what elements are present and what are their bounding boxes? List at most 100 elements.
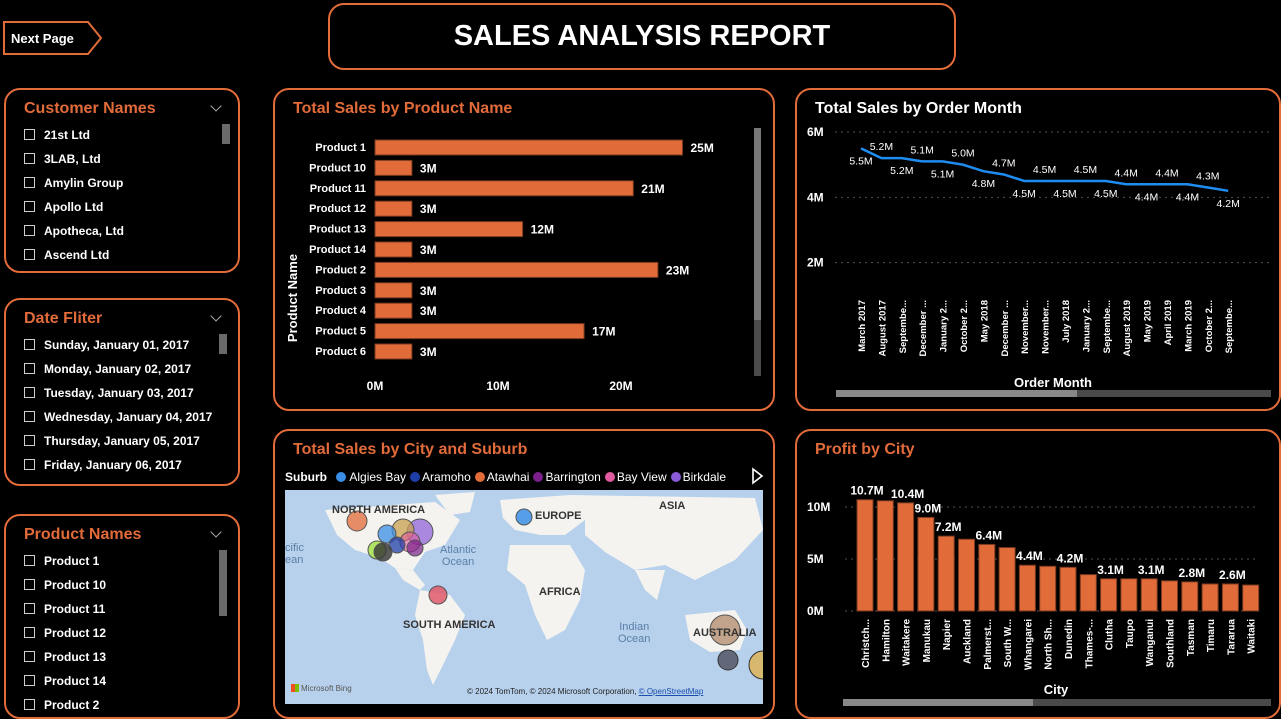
slicer-item-label: Thursday, January 05, 2017 [44,434,200,448]
data-label: 5.2M [870,141,893,153]
bar [958,538,975,612]
date-filter-slicer: Date Fliter Sunday, January 01, 2017 Mond… [4,298,240,486]
data-label: 4.3M [1196,171,1219,183]
checkbox[interactable] [24,435,35,446]
label-atlantic: Atlantic Ocean [440,544,477,568]
checkbox[interactable] [24,201,35,212]
checkbox[interactable] [24,555,35,566]
slicer-item[interactable]: Thursday, January 05, 2017 [24,434,200,448]
checkbox[interactable] [24,129,35,140]
x-tick-label: January 2... [1081,300,1092,352]
checkbox[interactable] [24,363,35,374]
x-tick-label: Dunedin [1064,619,1075,659]
report-title: SALES ANALYSIS REPORT [453,20,831,52]
data-label: 3.1M [1097,563,1124,577]
x-axis-label: City [1044,682,1069,697]
slicer-scrollbar[interactable] [222,124,230,144]
data-label: 3.1M [1138,563,1165,577]
slicer-scrollbar[interactable] [219,550,227,616]
data-label: 4.4M [1016,549,1043,563]
data-label: 4.4M [1135,191,1158,203]
checkbox[interactable] [24,627,35,638]
checkbox[interactable] [24,603,35,614]
checkbox[interactable] [24,411,35,422]
slicer-item[interactable]: Ascend Ltd [24,248,109,262]
bar [978,543,996,612]
slicer-item[interactable]: Product 12 [24,626,106,640]
chevron-down-icon[interactable] [210,310,222,322]
bar [998,547,1016,612]
checkbox[interactable] [24,339,35,350]
slicer-item-label: 3LAB, Ltd [44,152,101,166]
slicer-item[interactable]: Amylin Group [24,176,123,190]
bar [374,323,585,340]
slicer-scrollbar[interactable] [219,334,227,354]
x-tick-label: August 2017 [877,300,888,357]
legend-dot [410,472,421,482]
slicer-item[interactable]: Product 13 [24,650,106,664]
slicer-item[interactable]: Product 10 [24,578,106,592]
slicer-item[interactable]: Friday, January 06, 2017 [24,458,182,472]
chevron-down-icon[interactable] [210,100,222,112]
y-tick-label: 5M [807,552,824,566]
checkbox[interactable] [24,177,35,188]
slicer-item[interactable]: Product 11 [24,602,105,616]
checkbox[interactable] [24,699,35,710]
slicer-item-label: Apotheca, Ltd [44,224,124,238]
slicer-item[interactable]: 3LAB, Ltd [24,152,101,166]
slicer-item[interactable]: Product 14 [24,674,106,688]
data-label: 7.2M [935,520,962,534]
x-tick-label: January 2... [939,300,950,352]
slicer-item[interactable]: Wednesday, January 04, 2017 [24,410,212,424]
report-title-box: SALES ANALYSIS REPORT [328,3,956,70]
checkbox[interactable] [24,249,35,260]
slicer-item[interactable]: Sunday, January 01, 2017 [24,338,189,352]
chevron-down-icon[interactable] [210,526,222,538]
checkbox[interactable] [24,225,35,236]
x-tick-label: Septembe... [898,300,909,353]
slicer-item[interactable]: Monday, January 02, 2017 [24,362,191,376]
legend-next-icon[interactable] [750,467,764,485]
bar [374,343,413,360]
customer-names-slicer: Customer Names 21st Ltd 3LAB, Ltd Amylin G… [4,88,240,273]
checkbox[interactable] [24,459,35,470]
checkbox[interactable] [24,387,35,398]
slicer-item[interactable]: Apotheca, Ltd [24,224,124,238]
data-label: 5.0M [951,148,974,160]
label-australia: AUSTRALIA [693,627,757,639]
legend-dot [336,472,347,482]
checkbox[interactable] [24,651,35,662]
slicer-item[interactable]: Apollo Ltd [24,200,103,214]
data-label: 10.7M [850,484,883,498]
data-label: 5.5M [849,155,872,167]
slicer-item-label: Product 1 [44,554,100,568]
checkbox[interactable] [24,675,35,686]
slicer-item[interactable]: Product 2 [24,698,99,712]
legend-entry[interactable]: Aramoho [406,470,471,484]
checkbox[interactable] [24,579,35,590]
legend-entry[interactable]: Bay View [601,470,667,484]
slicer-item[interactable]: Product 1 [24,554,99,568]
bar [897,502,915,612]
legend-entry[interactable]: Algies Bay [330,470,406,484]
legend-entry[interactable]: Barrington [529,470,601,484]
x-tick-label: October 2... [959,300,970,352]
bing-brand: Microsoft Bing [301,684,352,693]
next-page-button[interactable]: Next Page [2,20,104,56]
bar [374,200,413,217]
data-label: 4.2M [1057,551,1084,565]
category-label: Product 13 [309,224,366,236]
legend-entry[interactable]: Birkdale [667,470,726,484]
sales-map[interactable]: NORTH AMERICA EUROPE ASIA AFRICA SOUTH A… [285,490,763,704]
data-label: 3M [420,345,437,359]
slicer-item[interactable]: 21st Ltd [24,128,90,142]
map-title: Total Sales by City and Suburb [293,441,528,458]
osm-link[interactable]: © OpenStreetMap [638,687,704,696]
data-label: 4.5M [1094,188,1117,200]
data-label: 3M [420,202,437,216]
bar [1100,578,1118,612]
checkbox[interactable] [24,153,35,164]
slicer-item[interactable]: Tuesday, January 03, 2017 [24,386,194,400]
legend-entry[interactable]: Atawhai [471,470,529,484]
bar [876,500,894,612]
